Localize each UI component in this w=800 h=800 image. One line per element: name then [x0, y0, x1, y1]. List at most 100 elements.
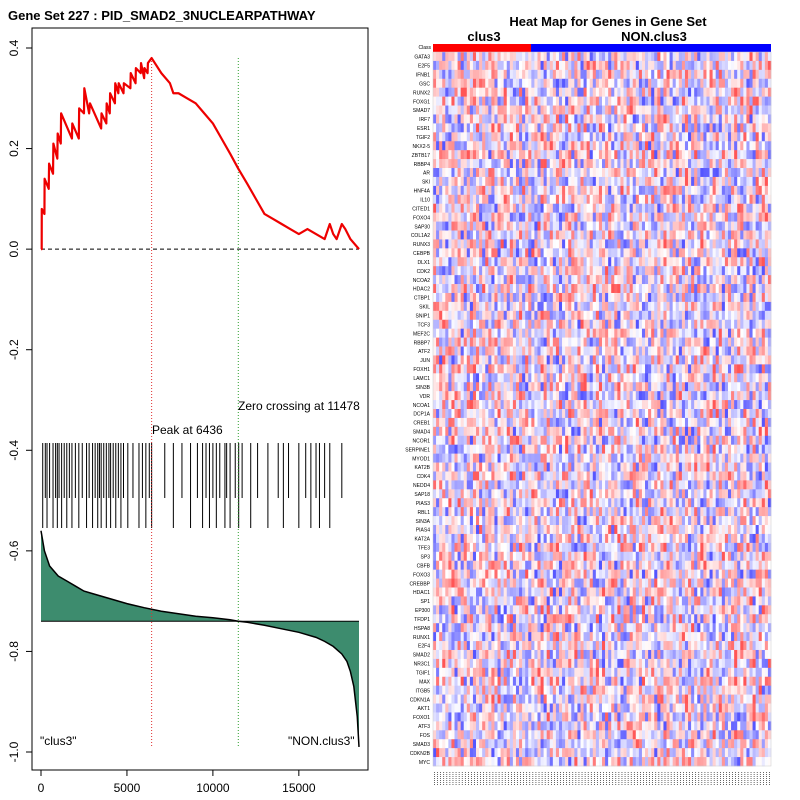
heatmap-cell [472, 176, 477, 187]
heatmap-cell [675, 400, 680, 410]
heatmap-cell [657, 391, 661, 401]
heatmap-cell [562, 230, 566, 240]
heatmap-cell [439, 346, 443, 356]
heatmap-cell [589, 435, 594, 446]
heatmap-cell [546, 275, 551, 285]
heatmap-cell [565, 319, 569, 329]
heatmap-cell [457, 60, 461, 71]
heatmap-cell [543, 275, 547, 285]
heatmap-cell [648, 310, 652, 321]
heatmap-cell [488, 123, 492, 133]
heatmap-cell [562, 203, 566, 213]
heatmap-cell [448, 328, 452, 338]
heatmap-cell [494, 123, 498, 133]
heatmap-cell [755, 417, 760, 428]
heatmap-cell [608, 364, 612, 374]
heatmap-cell [743, 266, 747, 276]
heatmap-cell [552, 230, 557, 240]
heatmap-cell [703, 96, 707, 106]
heatmap-cell [703, 203, 707, 213]
heatmap-cell [684, 69, 689, 80]
heatmap-cell [445, 444, 449, 454]
heatmap-cell [503, 426, 508, 437]
heatmap-cell [752, 382, 756, 392]
heatmap-cell [433, 257, 437, 267]
heatmap-cell [457, 212, 461, 222]
heatmap-cell [666, 337, 670, 347]
heatmap-cell [531, 176, 535, 187]
heatmap-cell [534, 382, 538, 392]
heatmap-cell [488, 310, 492, 321]
heatmap-cell [586, 230, 591, 240]
heatmap-cell [546, 400, 551, 410]
heatmap-cell [629, 382, 634, 392]
heatmap-cell [574, 230, 578, 240]
heatmap-cell [688, 96, 692, 106]
heatmap-cell [515, 230, 520, 240]
heatmap-cell [678, 337, 683, 347]
heatmap-cell [583, 123, 587, 133]
heatmap-cell [580, 105, 584, 115]
heatmap-cell [657, 203, 661, 213]
heatmap-cell [755, 203, 760, 213]
heatmap-cell [433, 52, 437, 62]
heatmap-cell [700, 355, 704, 365]
heatmap-cell [602, 337, 606, 347]
heatmap-cell [724, 364, 729, 374]
heatmap-cell [638, 203, 643, 213]
heatmap-cell [565, 373, 569, 383]
heatmap-cell [436, 114, 440, 124]
heatmap-cell [740, 373, 744, 383]
heatmap-cell [574, 96, 578, 106]
heatmap-cell [654, 123, 658, 133]
heatmap-cell [666, 159, 670, 169]
heatmap-cell [669, 105, 673, 115]
heatmap-cell [660, 221, 664, 231]
heatmap-cell [488, 257, 492, 267]
heatmap-cell [460, 409, 465, 419]
heatmap-cell [611, 257, 615, 267]
heatmap-cell [660, 248, 664, 258]
heatmap-cell [433, 391, 437, 401]
heatmap-cell [697, 132, 701, 142]
heatmap-cell [472, 185, 477, 196]
heatmap-cell [657, 355, 661, 365]
heatmap-cell [491, 159, 495, 169]
heatmap-cell [626, 248, 630, 258]
heatmap-cell [663, 69, 667, 80]
heatmap-cell [577, 60, 581, 71]
heatmap-cell [436, 364, 440, 374]
heatmap-cell [488, 373, 492, 383]
heatmap-cell [737, 132, 741, 142]
heatmap-cell [660, 391, 664, 401]
heatmap-cell [491, 239, 495, 249]
heatmap-cell [463, 194, 468, 205]
heatmap-cell [724, 310, 729, 321]
heatmap-cell [595, 364, 600, 374]
heatmap-cell [485, 150, 489, 160]
heatmap-cell [654, 87, 658, 97]
heatmap-cell [703, 382, 707, 392]
heatmap-cell [688, 185, 692, 196]
heatmap-cell [549, 275, 554, 285]
heatmap-cell [463, 212, 468, 222]
heatmap-cell [577, 52, 581, 62]
heatmap-cell [654, 400, 658, 410]
heatmap-cell [460, 52, 465, 62]
heatmap-cell [433, 382, 437, 392]
heatmap-cell [568, 168, 572, 178]
heatmap-cell [767, 168, 772, 178]
heatmap-cell [549, 168, 554, 178]
heatmap-cell [718, 78, 723, 89]
heatmap-cell [734, 123, 738, 133]
heatmap-cell [589, 168, 594, 178]
heatmap-cell [657, 257, 661, 267]
heatmap-cell [531, 221, 535, 231]
heatmap-cell [635, 328, 640, 338]
heatmap-cell [660, 52, 664, 62]
heatmap-cell [568, 400, 572, 410]
heatmap-cell [688, 239, 692, 249]
heatmap-cell [598, 257, 603, 267]
heatmap-cell [709, 69, 713, 80]
heatmap-cell [626, 159, 630, 169]
